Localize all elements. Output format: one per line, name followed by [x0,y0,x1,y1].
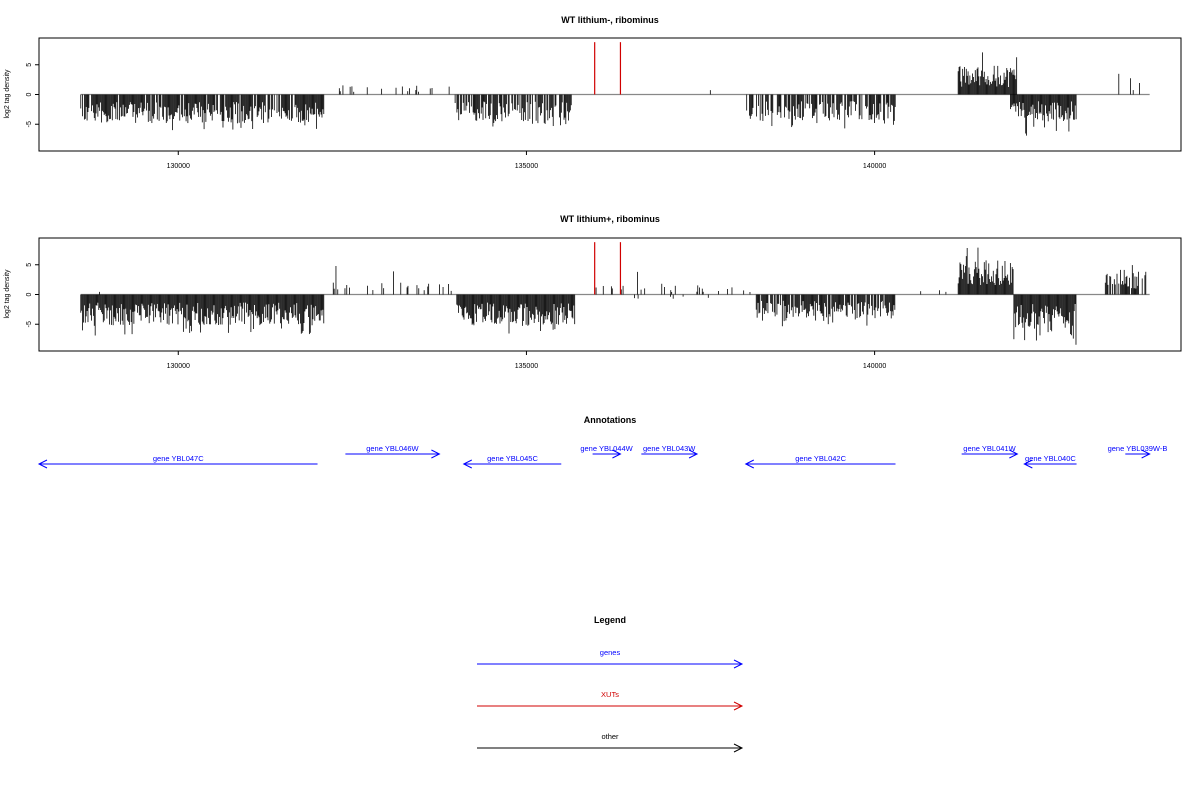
x-tick-label: 140000 [863,363,886,370]
legend-arrow-head [733,743,744,753]
gene-arrow-head [37,459,48,469]
gene-arrows: gene YBL047C gene YBL046W gene YBL045C gene… [37,444,1168,469]
y-tick-label: 5 [26,63,33,67]
x-tick-label: 135000 [515,363,538,370]
gene-label: gene YBL047C [153,454,204,463]
gene-arrow-head [1009,449,1019,459]
y-tick-label: -5 [26,121,33,127]
x-tick-label: 130000 [167,163,190,170]
legend-title: Legend [594,615,626,625]
bar-layer [80,42,1150,136]
gene-label: gene YBL043W [643,444,696,453]
x-tick-label: 130000 [167,363,190,370]
gene-arrow-head [431,449,441,459]
x-tick-label: 135000 [515,163,538,170]
legend-items: genes XUTs other [477,648,744,753]
y-axis-label: log2 tag density [4,69,11,119]
y-tick-label: -5 [26,321,33,327]
legend-label: other [601,732,619,741]
legend-arrow-head [733,701,744,711]
gene-label: gene YBL041W [963,444,1016,453]
tick-layer: 130000 135000 140000 -5 0 5 [26,263,886,370]
gene-arrow-head [1023,459,1033,469]
tick-layer: 130000 135000 140000 -5 0 5 [26,63,886,170]
gene-arrow-head [688,449,699,459]
chart-title: WT lithium+, ribominus [560,214,660,224]
gene-arrow-head [612,449,622,459]
y-tick-label: 5 [26,263,33,267]
y-axis-label: log2 tag density [4,269,11,319]
gene-label: gene YBL045C [487,454,538,463]
gene-label: gene YBL040C [1025,454,1076,463]
y-tick-label: 0 [26,92,33,96]
legend-label: genes [600,648,621,657]
chart-panel-1: WT lithium-, ribominus log2 tag density … [4,15,1182,170]
y-tick-label: 0 [26,292,33,296]
gene-label: gene YBL046W [366,444,419,453]
gene-arrow-head [1141,449,1151,459]
bar-layer [80,242,1150,345]
gene-label: gene YBL044W [580,444,633,453]
gene-label: gene YBL042C [795,454,846,463]
gene-arrow-head [462,459,472,469]
gene-arrow-head [744,459,755,469]
x-tick-label: 140000 [863,163,886,170]
chart-panel-2: WT lithium+, ribominus log2 tag density … [4,214,1182,370]
chart-title: WT lithium-, ribominus [561,15,659,25]
annotations-title: Annotations [584,415,637,425]
legend-label: XUTs [601,690,619,699]
legend-arrow-head [733,659,744,669]
legend-panel: Legend genes XUTs other [477,615,744,753]
gene-label: gene YBL039W-B [1108,444,1168,453]
